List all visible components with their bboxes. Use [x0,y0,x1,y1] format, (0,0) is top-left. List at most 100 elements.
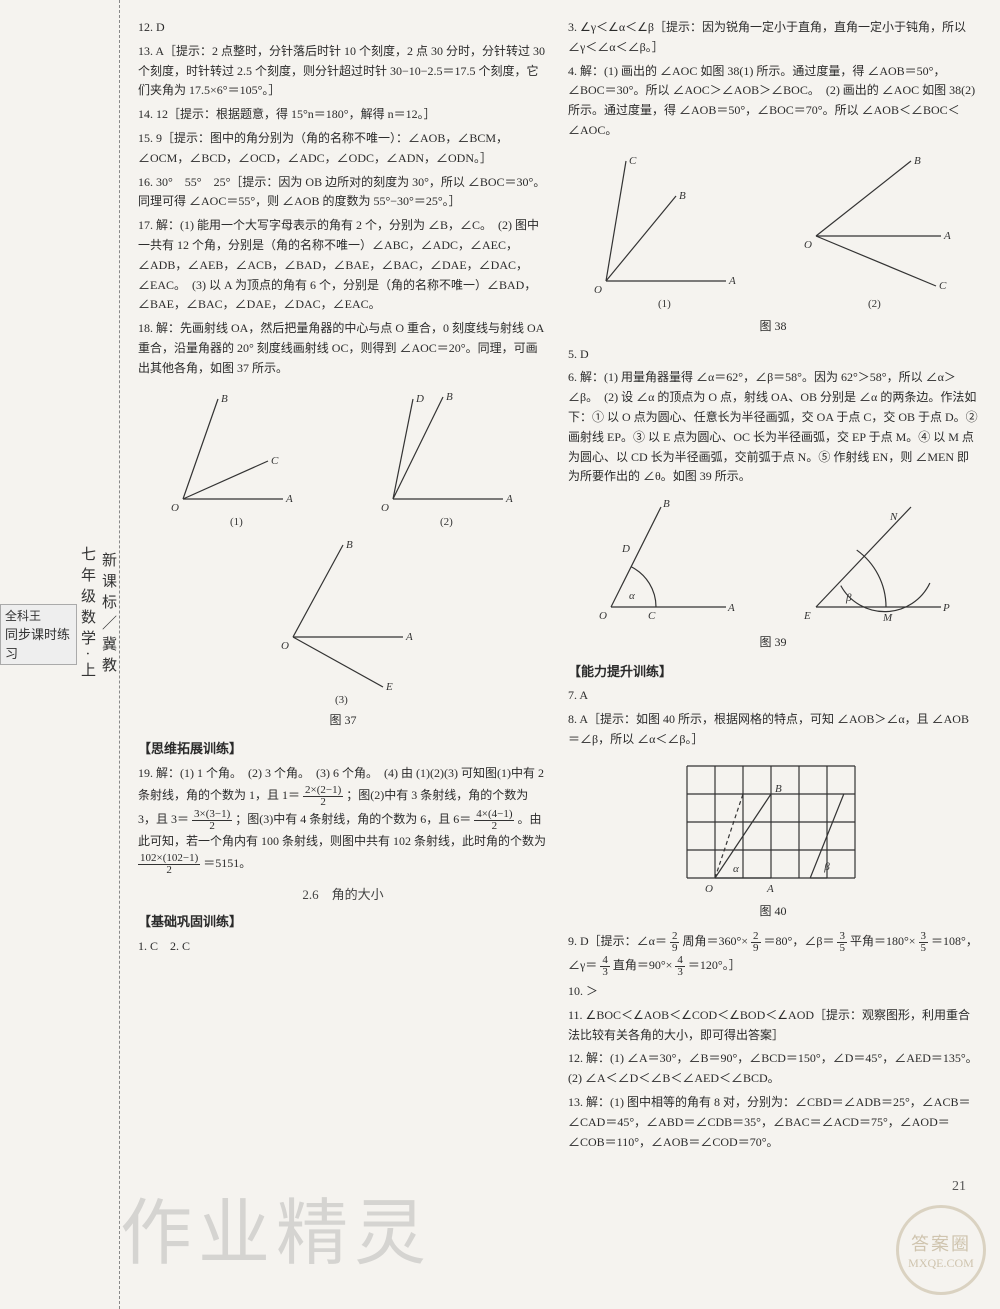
svg-text:A: A [405,631,413,643]
q15: 15. 9［提示：图中的角分别为（角的名称不唯一）：∠AOB，∠BCM，∠OCM… [138,129,548,169]
r10: 10. ＞ [568,982,978,1002]
r9-c: ＝80°，∠β＝ [764,933,835,947]
svg-text:A: A [727,602,735,614]
svg-text:α: α [629,590,635,602]
r7: 7. A [568,686,978,706]
svg-text:B: B [775,783,782,795]
fig40-caption: 图 40 [568,902,978,922]
svg-text:(1): (1) [230,516,243,528]
publisher-sub: 同步课时练习 [5,624,72,662]
svg-text:A: A [943,230,951,242]
fig37-3: O A B E (3) [253,537,433,707]
svg-text:(3): (3) [335,694,348,706]
q17: 17. 解：(1) 能用一个大写字母表示的角有 2 个，分别为 ∠B，∠C。 (… [138,216,548,315]
publisher-box: 全科王 同步课时练习 [0,604,77,665]
frac-10: 43 [675,954,685,978]
section-base: 【基础巩固训练】 [138,911,548,932]
r9-a: 9. D［提示：∠α＝ [568,933,667,947]
frac-1: 2×(2−1)2 [303,784,343,808]
columns: 12. D 13. A［提示：2 点整时，分针落后时针 10 个刻度，2 点 3… [120,0,1000,1309]
frac-5: 29 [670,930,680,954]
left-column: 12. D 13. A［提示：2 点整时，分针落后时针 10 个刻度，2 点 3… [138,18,548,1291]
svg-text:D: D [415,393,424,405]
r9-b: 周角＝360°× [682,933,748,947]
spine-series-1: 新课标／冀教 [98,552,119,678]
svg-text:C: C [271,455,279,467]
svg-text:P: P [942,602,950,614]
q13: 13. A［提示：2 点整时，分针落后时针 10 个刻度，2 点 30 分时，分… [138,42,548,101]
r9-d: 平角＝180°× [850,933,916,947]
r13: 13. 解：(1) 图中相等的角有 8 对，分别为：∠CBD＝∠ADB＝25°，… [568,1093,978,1152]
fig37-2: O A B D (2) [373,389,523,529]
svg-text:(2): (2) [868,298,881,310]
fig38-2: O A B C (2) [791,151,961,311]
r9-g: ＝120°。］ [688,958,741,972]
fig39-right: E P M Nβ [791,497,961,627]
frac-2: 3×(3−1)2 [192,808,232,832]
svg-text:A: A [766,883,774,895]
svg-text:E: E [803,610,811,622]
fig37-row: O A B C (1) O A B D (2) [138,383,548,531]
frac-8: 35 [919,930,929,954]
q19-e: ＝5151。 [203,856,251,870]
section-ability: 【能力提升训练】 [568,661,978,682]
r4: 4. 解：(1) 画出的 ∠AOC 如图 38(1) 所示。通过度量，得 ∠AO… [568,62,978,141]
fig37-1: O A B C (1) [163,389,313,529]
svg-text:O: O [171,502,179,514]
fig37-caption: 图 37 [138,711,548,731]
r6: 6. 解：(1) 用量角器量得 ∠α＝62°，∠β＝58°。因为 62°＞58°… [568,368,978,487]
fig38-caption: 图 38 [568,317,978,337]
svg-text:B: B [221,393,228,405]
frac-4: 102×(102−1)2 [138,852,200,876]
svg-text:(1): (1) [658,298,671,310]
svg-text:B: B [679,190,686,202]
fig39-row: OABCDα EPMNβ [568,491,978,629]
svg-text:C: C [648,610,656,622]
frac-9: 43 [600,954,610,978]
q12: 12. D [138,18,548,38]
svg-text:O: O [599,610,607,622]
svg-text:A: A [505,493,513,505]
r3: 3. ∠γ＜∠α＜∠β［提示：因为锐角一定小于直角，直角一定小于钝角，所以 ∠γ… [568,18,978,58]
svg-text:(2): (2) [440,516,453,528]
svg-text:D: D [621,543,630,555]
svg-text:A: A [285,493,293,505]
q19: 19. 解：(1) 1 个角。 (2) 3 个角。 (3) 6 个角。 (4) … [138,764,548,876]
fig39-left: OABCDα [586,497,746,627]
frac-7: 35 [837,930,847,954]
svg-text:β: β [823,861,830,873]
r5: 5. D [568,345,978,365]
section-expand: 【思维拓展训练】 [138,738,548,759]
svg-text:M: M [882,612,893,624]
svg-text:B: B [446,391,453,403]
svg-text:O: O [381,502,389,514]
svg-text:O: O [281,640,289,652]
svg-text:O: O [594,284,602,296]
fig40: O A Bα β [673,756,873,896]
page-number: 21 [952,1179,966,1195]
q14: 14. 12［提示：根据题意，得 15°n＝180°，解得 n＝12。］ [138,105,548,125]
right-column: 3. ∠γ＜∠α＜∠β［提示：因为锐角一定小于直角，直角一定小于钝角，所以 ∠γ… [568,18,978,1291]
svg-text:A: A [728,275,736,287]
fig39-caption: 图 39 [568,633,978,653]
svg-text:N: N [889,511,898,523]
svg-text:α: α [733,863,739,875]
frac-6: 29 [751,930,761,954]
r11: 11. ∠BOC＜∠AOB＜∠COD＜∠BOD＜∠AOD［提示：观察图形，利用重… [568,1006,978,1046]
fig38-row: O A B C (1) O A B C (2) [568,145,978,313]
svg-text:C: C [629,155,637,167]
fig38-1: O A B C (1) [586,151,746,311]
svg-text:B: B [914,155,921,167]
svg-text:O: O [804,239,812,251]
svg-text:B: B [346,539,353,551]
spine: 新课标／冀教 七年级数学·上 全科王 同步课时练习 [0,0,120,1309]
svg-text:O: O [705,883,713,895]
svg-text:β: β [845,592,852,604]
q-base: 1. C 2. C [138,937,548,957]
svg-text:C: C [939,280,947,292]
r12: 12. 解：(1) ∠A＝30°，∠B＝90°，∠BCD＝150°，∠D＝45°… [568,1049,978,1089]
q18: 18. 解：先画射线 OA，然后把量角器的中心与点 O 重合，0 刻度线与射线 … [138,319,548,378]
r8: 8. A［提示：如图 40 所示，根据网格的特点，可知 ∠AOB＞∠α，且 ∠A… [568,710,978,750]
q19-c: ；图(3)中有 4 条射线，角的个数为 6，且 6＝ [235,812,471,826]
svg-text:E: E [385,681,393,693]
